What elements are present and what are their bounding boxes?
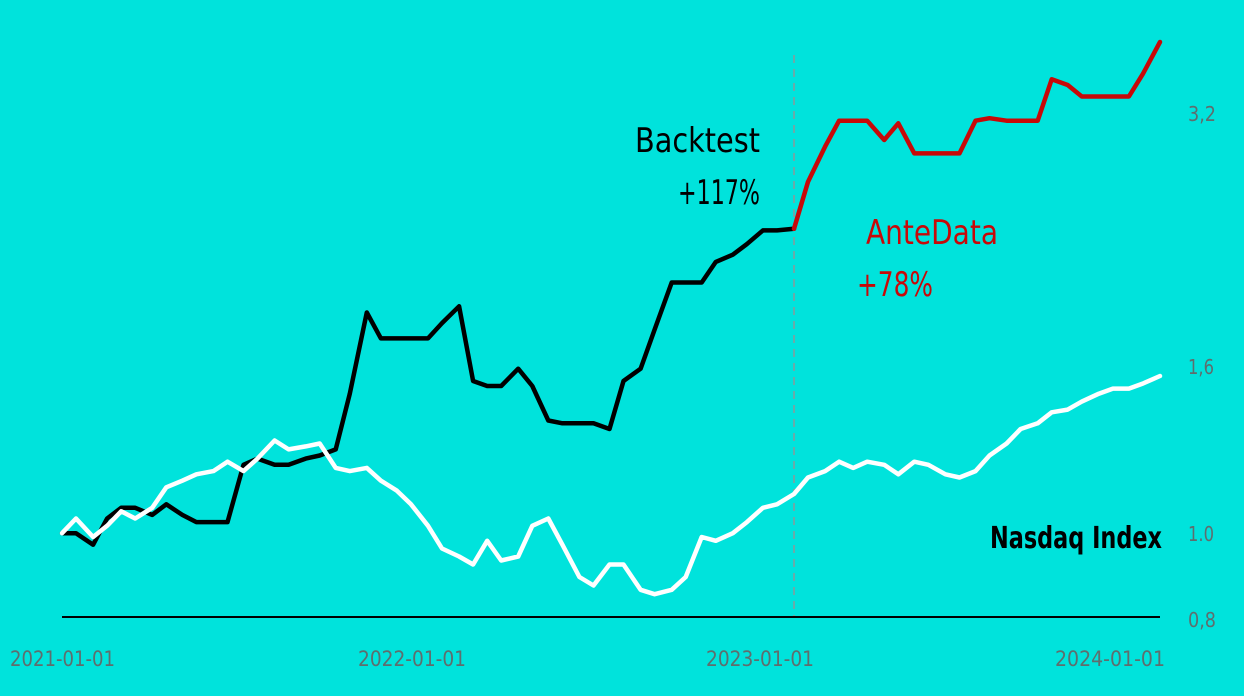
x-tick-label: 2021-01-01 — [10, 647, 115, 671]
antedata-series-line — [791, 39, 1163, 232]
antedata-label: AnteData — [866, 213, 998, 253]
nasdaq-series-line — [59, 373, 1163, 597]
backtest-label: Backtest — [635, 121, 760, 161]
x-tick-label: 2024-01-01 — [1055, 647, 1165, 671]
x-tick-label: 2022-01-01 — [358, 647, 466, 671]
x-tick-label: 2023-01-01 — [706, 647, 814, 671]
backtest-value: +117% — [678, 173, 760, 213]
y-tick-label: 1,6 — [1188, 355, 1214, 379]
antedata-value: +78% — [857, 265, 933, 305]
y-tick-label: 0,8 — [1188, 608, 1216, 632]
backtest-series-line — [59, 226, 797, 547]
y-tick-label: 1.0 — [1188, 522, 1214, 546]
nasdaq-label: Nasdaq Index — [990, 521, 1162, 556]
y-tick-label: 3,2 — [1188, 102, 1216, 126]
lines-layer — [59, 39, 1163, 617]
